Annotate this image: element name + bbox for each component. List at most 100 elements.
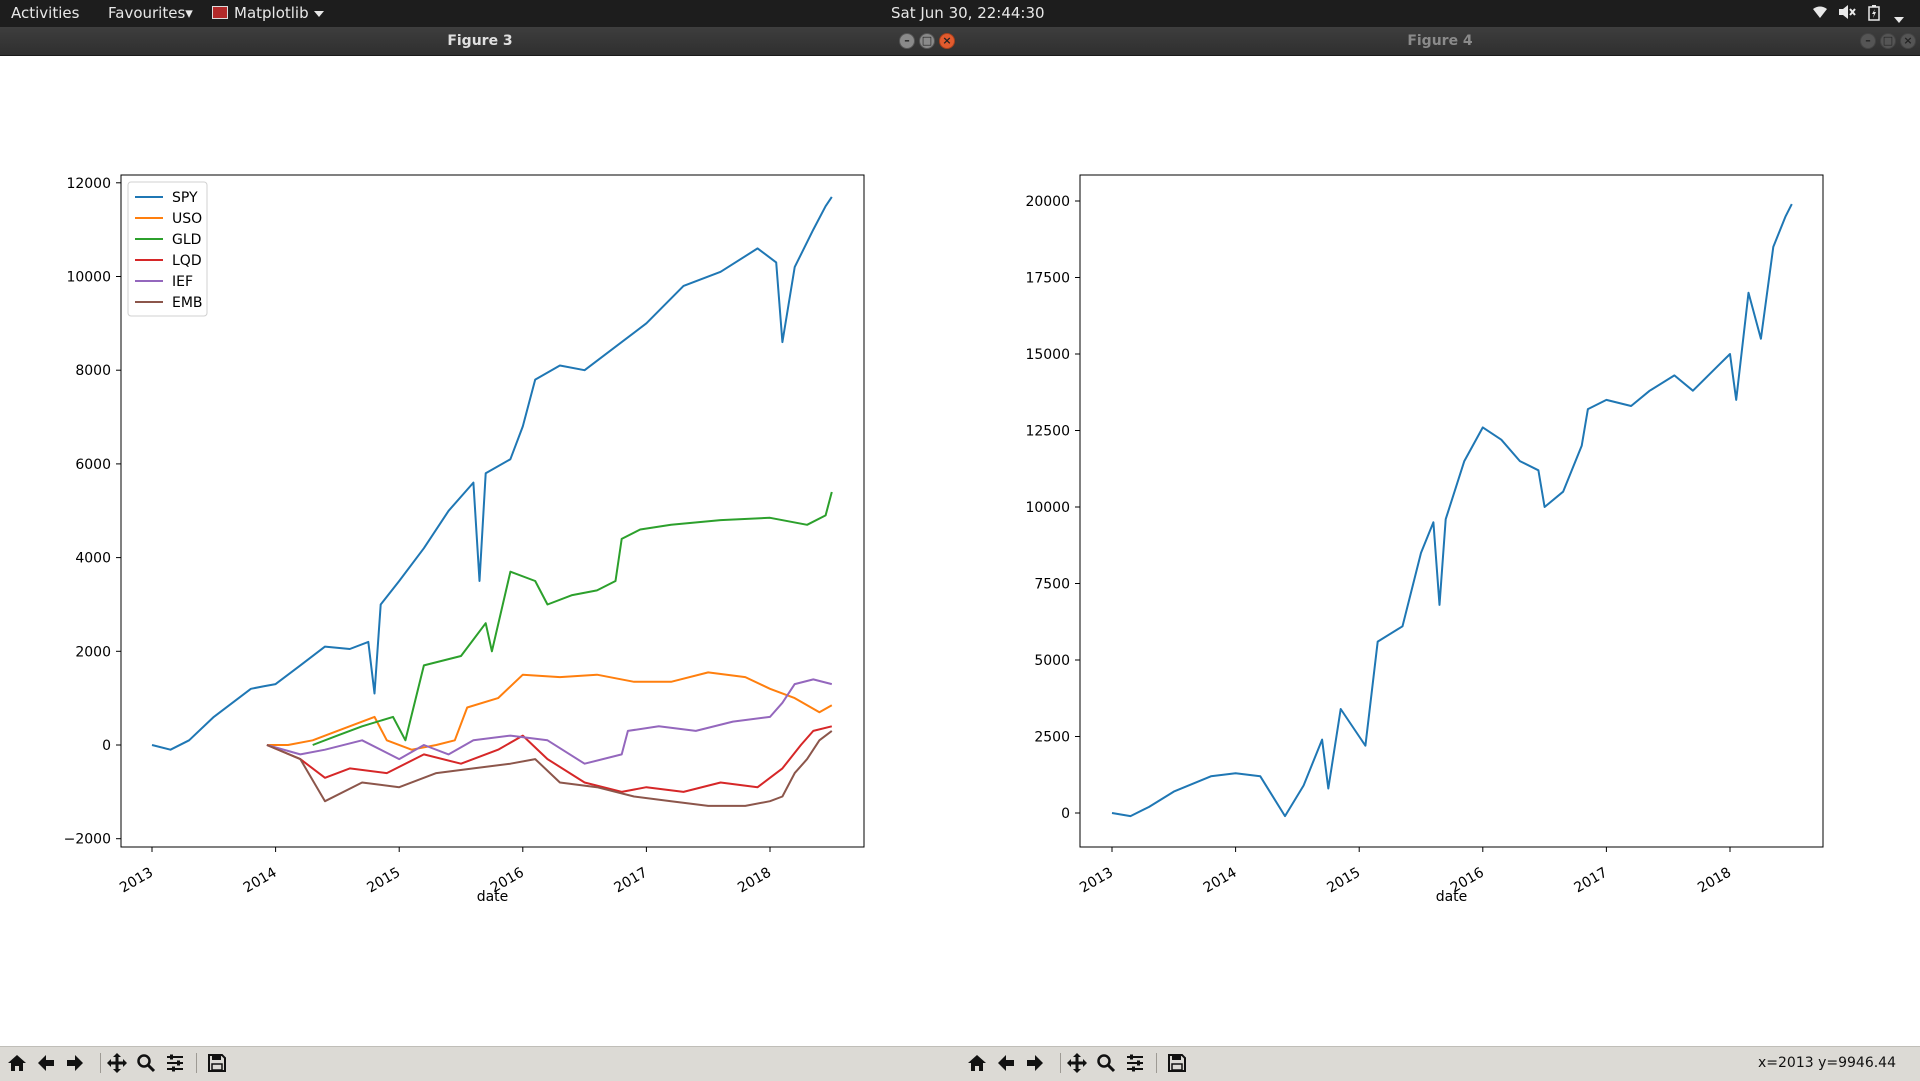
move-icon	[107, 1053, 127, 1073]
y-tick-label: 15000	[1025, 347, 1070, 363]
x-tick-label: 2013	[1077, 865, 1116, 897]
x-tick-label: 2013	[117, 865, 156, 897]
y-tick-label: 10000	[66, 270, 111, 286]
arrow-right-icon	[67, 1055, 83, 1071]
cursor-coordinates: x=2013 y=9946.44	[1757, 1055, 1896, 1071]
app-menu[interactable]: Matplotlib	[212, 4, 324, 22]
figure-3-canvas[interactable]: −2000 0 2000 4000 6000 8000 10000 12000 2013 2014…	[0, 56, 960, 1046]
legend-box	[127, 181, 208, 317]
clock[interactable]: Sat Jun 30, 22:44:30	[891, 4, 1045, 22]
toolbar-separator	[1156, 1053, 1157, 1073]
legend-label-gld: GLD	[172, 232, 201, 248]
legend-label-emb: EMB	[172, 295, 203, 311]
home-button[interactable]	[4, 1050, 30, 1076]
y-tick-label: 7500	[1034, 577, 1070, 593]
series-line	[1111, 203, 1793, 818]
configure-subplots-button[interactable]	[1122, 1050, 1148, 1076]
y-tick-label: 4000	[75, 551, 111, 567]
minimize-button[interactable]: –	[899, 33, 915, 49]
figure-3-toolbar	[0, 1046, 960, 1081]
figure-4-titlebar[interactable]: Figure 4 – □ ×	[960, 27, 1920, 56]
x-tick-label: 2018	[735, 865, 774, 897]
x-tick-label: 2018	[1695, 865, 1734, 897]
legend-label-uso: USO	[172, 211, 202, 227]
magnifier-icon	[1097, 1054, 1116, 1073]
volume-muted-icon[interactable]	[1838, 5, 1856, 23]
series-line-ief	[266, 678, 833, 765]
axes-frame	[120, 174, 865, 848]
legend-label-ief: IEF	[172, 274, 193, 290]
save-button[interactable]	[1164, 1050, 1190, 1076]
app-menu-label: Matplotlib	[234, 4, 309, 22]
y-tick-label: 20000	[1025, 194, 1070, 210]
figure-3-chart[interactable]: −2000 0 2000 4000 6000 8000 10000 12000 2013 2014…	[0, 56, 960, 1046]
series-line-gld	[312, 491, 833, 746]
forward-button[interactable]	[62, 1050, 88, 1076]
favourites-menu[interactable]: Favourites▾	[108, 4, 193, 22]
axes-frame	[1079, 174, 1824, 848]
legend-label-lqd: LQD	[172, 253, 202, 269]
x-axis-label: date	[477, 889, 509, 905]
chevron-down-icon	[313, 10, 324, 17]
configure-subplots-button[interactable]	[162, 1050, 188, 1076]
y-tick-label: 2500	[1034, 730, 1070, 746]
sliders-icon	[167, 1054, 183, 1072]
series-line-emb	[266, 730, 833, 807]
maximize-button[interactable]: □	[1880, 33, 1896, 49]
y-tick-label: 0	[102, 738, 111, 754]
minimize-button[interactable]: –	[1860, 33, 1876, 49]
x-tick-label: 2017	[612, 865, 651, 897]
close-button[interactable]: ×	[1900, 33, 1916, 49]
sliders-icon	[1127, 1054, 1143, 1072]
pan-button[interactable]	[1064, 1050, 1090, 1076]
figure-3-titlebar[interactable]: Figure 3 – □ ×	[0, 27, 960, 56]
battery-icon[interactable]	[1868, 5, 1880, 25]
x-tick-label: 2015	[364, 865, 403, 897]
series-line-lqd	[266, 725, 833, 793]
series-line-uso	[266, 671, 833, 751]
x-tick-label: 2015	[1324, 865, 1363, 897]
legend-label-spy: SPY	[172, 190, 198, 206]
back-button[interactable]	[33, 1050, 59, 1076]
window-title: Figure 4	[1407, 33, 1473, 49]
zoom-button[interactable]	[1093, 1050, 1119, 1076]
move-icon	[1067, 1053, 1087, 1073]
back-button[interactable]	[993, 1050, 1019, 1076]
toolbar-separator	[196, 1053, 197, 1073]
home-button[interactable]	[964, 1050, 990, 1076]
home-icon	[968, 1055, 986, 1071]
save-icon	[1168, 1054, 1186, 1072]
wifi-icon[interactable]	[1812, 5, 1828, 23]
y-tick-label: 12000	[66, 176, 111, 192]
arrow-left-icon	[998, 1055, 1014, 1071]
save-icon	[208, 1054, 226, 1072]
matplotlib-app-icon	[212, 6, 228, 19]
save-button[interactable]	[204, 1050, 230, 1076]
figure-4-canvas[interactable]: 0 2500 5000 7500 10000 12500 15000 17500 20000 20…	[960, 56, 1920, 1046]
x-axis-label: date	[1436, 889, 1468, 905]
toolbar-separator	[100, 1053, 101, 1073]
y-tick-label: 5000	[1034, 653, 1070, 669]
pan-button[interactable]	[104, 1050, 130, 1076]
y-tick-label: 2000	[75, 644, 111, 660]
y-tick-label: −2000	[64, 832, 111, 848]
system-menu-chevron-icon[interactable]	[1894, 10, 1904, 28]
figure-4-toolbar: x=2013 y=9946.44	[960, 1046, 1920, 1081]
figure-4-chart[interactable]: 0 2500 5000 7500 10000 12500 15000 17500 20000 20…	[960, 56, 1920, 1046]
magnifier-icon	[137, 1054, 156, 1073]
forward-button[interactable]	[1022, 1050, 1048, 1076]
maximize-button[interactable]: □	[919, 33, 935, 49]
close-button[interactable]: ×	[939, 33, 955, 49]
arrow-left-icon	[38, 1055, 54, 1071]
y-tick-label: 17500	[1025, 271, 1070, 287]
x-tick-label: 2014	[241, 865, 280, 897]
zoom-button[interactable]	[133, 1050, 159, 1076]
y-tick-label: 0	[1061, 806, 1070, 822]
activities-button[interactable]: Activities	[11, 4, 80, 22]
y-tick-label: 12500	[1025, 424, 1070, 440]
x-tick-label: 2014	[1201, 865, 1240, 897]
y-tick-label: 8000	[75, 363, 111, 379]
arrow-right-icon	[1027, 1055, 1043, 1071]
series-line-spy	[151, 196, 833, 751]
y-tick-label: 10000	[1025, 500, 1070, 516]
